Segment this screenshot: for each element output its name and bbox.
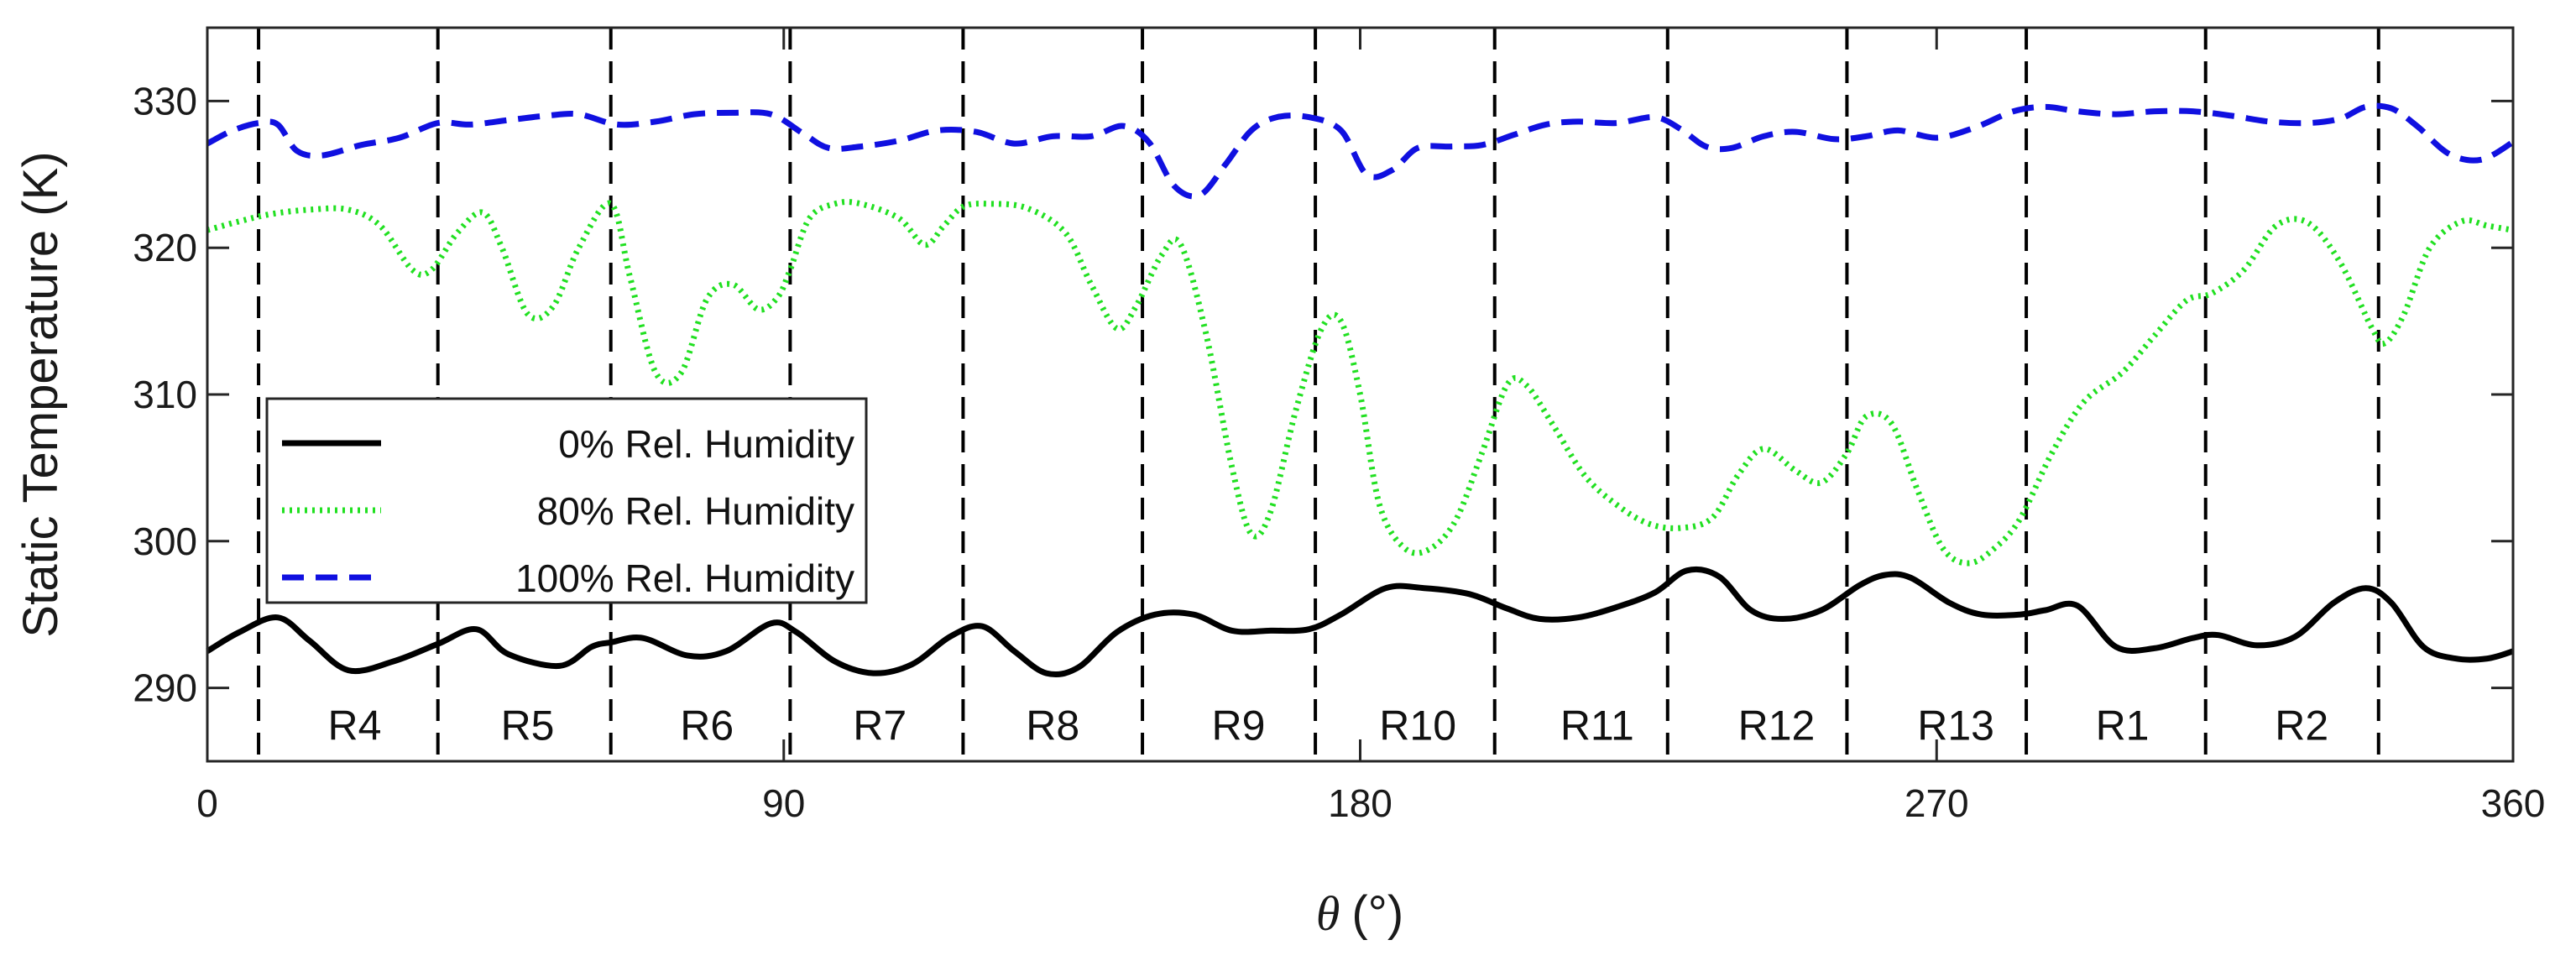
region-label: R13 [1917,702,1994,749]
y-axis-title: Static Temperature (K) [13,151,68,637]
legend-label-2: 100% Rel. Humidity [515,556,854,600]
y-tick-label: 330 [133,79,197,123]
region-label: R9 [1212,702,1266,749]
x-tick-label: 90 [762,781,805,825]
series-line-2 [206,102,2515,200]
y-tick-label: 320 [133,226,197,269]
x-tick-label: 360 [2481,781,2546,825]
region-label: R6 [680,702,734,749]
y-tick-label: 310 [133,373,197,416]
legend-box [265,397,868,604]
y-tick-label: 300 [133,520,197,563]
x-axis-unit: (°) [1351,886,1403,941]
legend-label-1: 80% Rel. Humidity [537,489,854,533]
legend-label-0: 0% Rel. Humidity [558,422,854,466]
x-tick-label: 270 [1905,781,1969,825]
region-label: R8 [1026,702,1079,749]
region-label: R5 [501,702,555,749]
region-label: R4 [328,702,382,749]
region-label: R7 [853,702,907,749]
x-axis-title: θ (°) [1316,886,1403,941]
region-label: R2 [2275,702,2328,749]
x-tick-label: 180 [1328,781,1393,825]
region-label: R12 [1738,702,1816,749]
region-label: R10 [1379,702,1456,749]
x-axis-symbol: θ [1316,886,1340,941]
x-tick-label: 0 [196,781,218,825]
y-tick-label: 290 [133,666,197,710]
region-boundaries [257,28,2380,761]
plot-frame [206,26,2515,763]
legend: 0% Rel. Humidity 80% Rel. Humidity 100% … [265,397,868,604]
region-label: R1 [2096,702,2150,749]
region-labels: R4 R5 R6 R7 R8 R9 R10 R11 R12 R13 R1 R2 [328,702,2329,749]
region-label: R11 [1560,702,1634,749]
ticks: 0 90 180 270 360 290 300 310 320 330 [133,28,2545,825]
series-line-1 [206,199,2514,567]
series-line-0 [206,566,2515,678]
series-layer [206,102,2515,678]
